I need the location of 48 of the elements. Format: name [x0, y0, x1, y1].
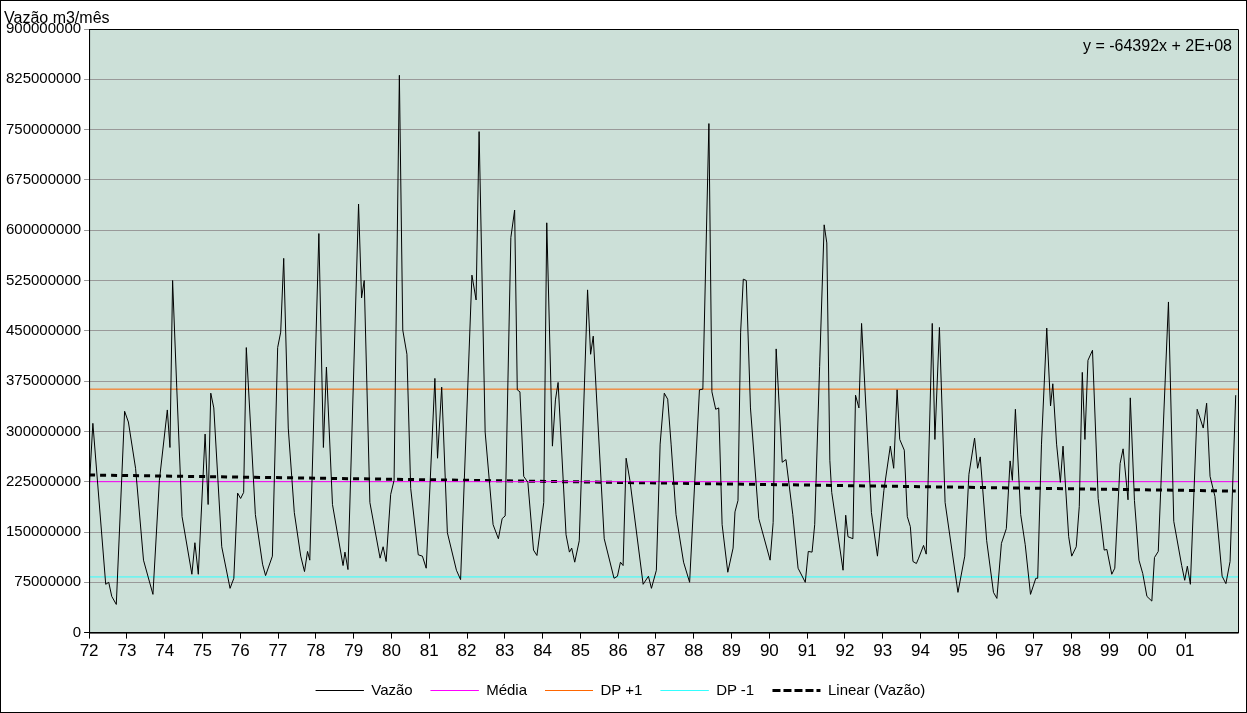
legend-label: DP +1: [600, 680, 643, 698]
x-tick-label: 78: [306, 641, 326, 661]
x-tick-label: 81: [419, 641, 439, 661]
y-tick-label: 300000000: [5, 421, 82, 439]
x-tick-label: 84: [533, 641, 553, 661]
x-tick-label: 86: [608, 641, 628, 661]
x-tick-label: 79: [344, 641, 364, 661]
y-tick-label: 750000000: [5, 119, 82, 137]
y-tick-label: 0: [72, 622, 82, 640]
y-tick-label: 600000000: [5, 220, 82, 238]
x-tick-label: 74: [155, 641, 175, 661]
y-tick-label: 450000000: [5, 320, 82, 338]
x-tick-label: 72: [79, 641, 99, 661]
x-tick-label: 75: [193, 641, 212, 661]
y-tick-label: 675000000: [5, 170, 82, 188]
x-tick-label: 87: [646, 641, 666, 661]
x-tick-label: 98: [1062, 641, 1082, 661]
y-tick-label: 525000000: [5, 270, 82, 288]
x-tick-label: 91: [797, 641, 817, 661]
x-tick-label: 94: [911, 641, 930, 661]
x-tick-label: 93: [873, 641, 893, 661]
x-tick-label: 92: [835, 641, 855, 661]
x-tick-label: 95: [948, 641, 968, 661]
x-tick-label: 01: [1175, 641, 1195, 661]
x-tick-label: 97: [1024, 641, 1044, 661]
legend-label: DP -1: [716, 680, 755, 698]
x-tick-label: 89: [722, 641, 742, 661]
y-tick-label: 225000000: [5, 471, 82, 489]
x-tick-label: 99: [1100, 641, 1119, 661]
x-tick-label: 82: [457, 641, 477, 661]
y-tick-label: 150000000: [5, 522, 82, 540]
x-tick-label: 00: [1137, 641, 1157, 661]
legend-label: Média: [486, 680, 528, 698]
x-tick-label: 76: [230, 641, 250, 661]
legend-label: Vazão: [371, 680, 413, 698]
y-tick-label: 75000000: [14, 572, 82, 590]
x-tick-label: 77: [268, 641, 288, 661]
legend-label: Linear (Vazão): [827, 680, 926, 698]
x-tick-label: 80: [381, 641, 401, 661]
y-tick-label: 825000000: [5, 69, 82, 87]
y-tick-label: 375000000: [5, 371, 82, 389]
x-tick-label: 96: [986, 641, 1006, 661]
x-tick-label: 85: [570, 641, 590, 661]
x-tick-label: 90: [759, 641, 779, 661]
annotation: y = -64392x + 2E+08: [1083, 37, 1233, 55]
x-tick-label: 88: [684, 641, 704, 661]
x-tick-label: 83: [495, 641, 515, 661]
x-tick-label: 73: [117, 641, 137, 661]
